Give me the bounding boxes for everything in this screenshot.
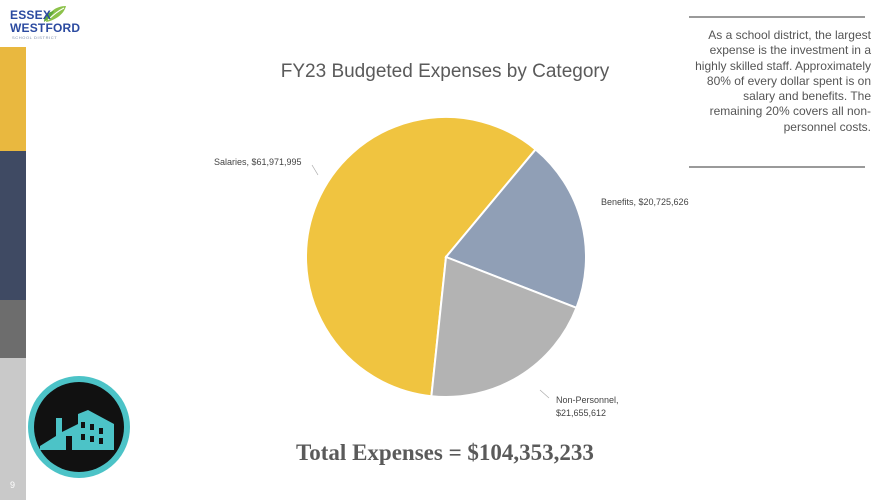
logo-line2: WESTFORD — [10, 21, 81, 35]
school-building-emblem-icon — [28, 376, 130, 478]
pie-slice-benefits — [444, 148, 587, 310]
pie-slice-non-personnel — [430, 255, 578, 398]
leaf-icon — [44, 6, 66, 22]
nonpersonnel-leader-line — [539, 389, 550, 399]
total-expenses: Total Expenses = $104,353,233 — [296, 440, 594, 465]
district-logo: ESSEX WESTFORD SCHOOL DISTRICT — [10, 4, 80, 44]
slice-label-salaries: Salaries, $61,971,995 — [214, 157, 302, 167]
slice-label-nonpersonnel: Non-Personnel, $21,655,612 — [556, 394, 619, 420]
logo-line1: ESSEX — [10, 8, 52, 22]
callout-top-rule — [689, 16, 865, 18]
slice-label-benefits: Benefits, $20,725,626 — [601, 197, 689, 207]
callout-bottom-rule — [689, 166, 865, 168]
stripe-gold — [0, 47, 26, 151]
pie-slice-salaries — [305, 116, 538, 398]
stripe-gray — [0, 300, 26, 358]
slice-label-nonpersonnel-value: $21,655,612 — [556, 408, 607, 418]
callout-text: As a school district, the largest expens… — [695, 28, 871, 134]
logo-subline: SCHOOL DISTRICT — [12, 35, 58, 40]
slice-label-nonpersonnel-name: Non-Personnel, — [556, 395, 619, 405]
salaries-leader-line — [311, 164, 319, 176]
slide-number: 9 — [10, 480, 16, 490]
stripe-navy — [0, 151, 26, 300]
chart-title: FY23 Budgeted Expenses by Category — [280, 61, 610, 82]
stripe-light — [0, 358, 26, 500]
